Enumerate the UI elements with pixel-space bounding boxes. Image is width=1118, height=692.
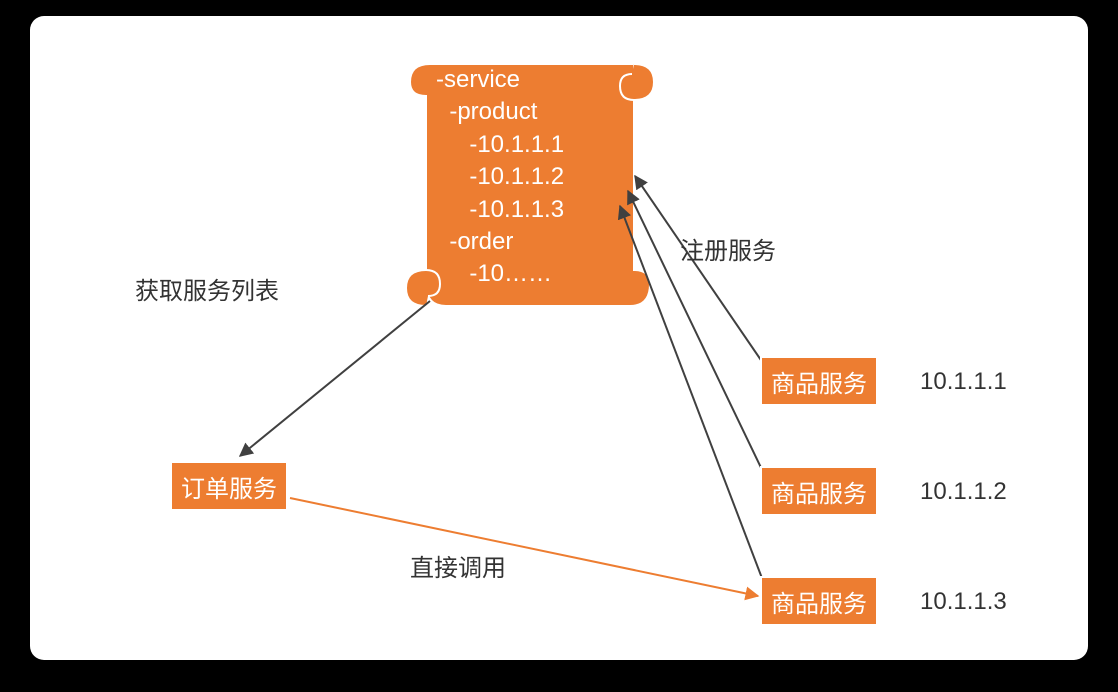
diagram-card: -service -product -10.1.1.1 -10.1.1.2 -1… [30, 16, 1088, 660]
node-prod2-label: 商品服务 [771, 474, 867, 509]
node-product-service-3: 商品服务 [760, 576, 878, 626]
registry-line-0: -service [436, 66, 520, 93]
registry-line-4: -10.1.1.3 [436, 196, 564, 223]
node-order-service: 订单服务 [170, 461, 288, 511]
ip-label-2: 10.1.1.2 [920, 478, 1007, 506]
edge-register-1 [635, 176, 765, 366]
ip-label-1: 10.1.1.1 [920, 368, 1007, 396]
label-direct-call: 直接调用 [410, 548, 506, 583]
label-register-service: 注册服务 [680, 231, 776, 266]
edge-direct-call [290, 498, 758, 596]
registry-line-3: -10.1.1.2 [436, 163, 564, 190]
node-product-service-1: 商品服务 [760, 356, 878, 406]
ip-label-3: 10.1.1.3 [920, 588, 1007, 616]
node-order-label: 订单服务 [181, 469, 277, 504]
registry-line-5: -order [436, 228, 513, 255]
registry-line-2: -10.1.1.1 [436, 131, 564, 158]
node-prod3-label: 商品服务 [771, 584, 867, 619]
label-get-service-list: 获取服务列表 [135, 271, 279, 306]
node-prod1-label: 商品服务 [771, 364, 867, 399]
registry-line-1: -product [436, 98, 537, 125]
node-product-service-2: 商品服务 [760, 466, 878, 516]
registry-line-6: -10…… [436, 260, 552, 287]
edge-get-service-list [240, 301, 430, 456]
registry-text: -service -product -10.1.1.1 -10.1.1.2 -1… [436, 64, 636, 291]
